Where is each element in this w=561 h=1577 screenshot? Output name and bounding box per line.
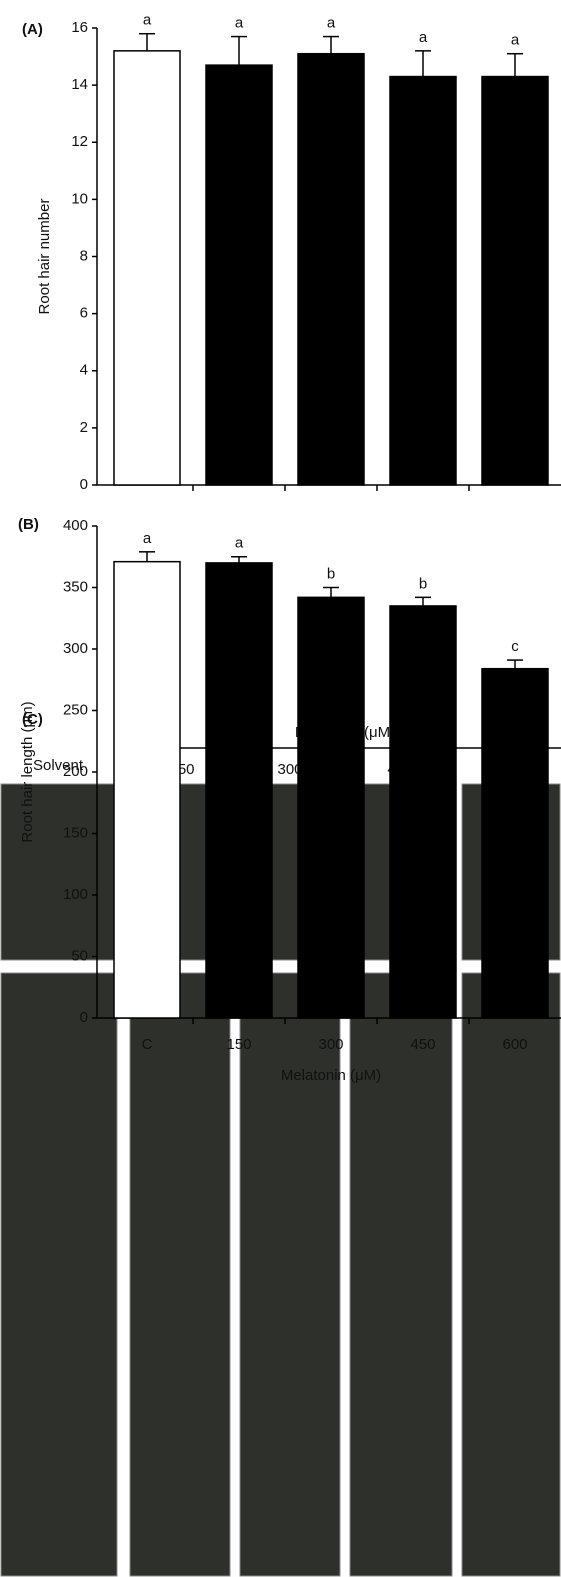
y-tick-label: 14 bbox=[71, 76, 88, 93]
figure: (A) (B) (C) Melatonin (μM) Solvent 150 3… bbox=[0, 0, 561, 1577]
photo bbox=[240, 973, 340, 1576]
y-axis-label: Root hair number bbox=[36, 199, 53, 315]
y-tick-label: 400 bbox=[63, 517, 88, 534]
y-tick-label: 300 bbox=[63, 640, 88, 657]
significance-letter: a bbox=[327, 15, 336, 32]
y-tick-label: 250 bbox=[63, 701, 88, 718]
y-tick-label: 2 bbox=[80, 419, 88, 436]
x-tick-label: C bbox=[142, 1036, 153, 1053]
bar bbox=[390, 606, 456, 1018]
significance-letter: a bbox=[511, 32, 520, 49]
significance-letter: b bbox=[419, 575, 427, 592]
significance-letter: a bbox=[419, 29, 428, 46]
bar bbox=[114, 51, 180, 485]
x-tick-label: 150 bbox=[226, 1036, 251, 1053]
bar bbox=[206, 65, 272, 485]
y-tick-label: 0 bbox=[80, 1009, 88, 1026]
bar bbox=[206, 563, 272, 1018]
significance-letter: a bbox=[235, 15, 244, 32]
y-tick-label: 200 bbox=[63, 763, 88, 780]
y-tick-label: 6 bbox=[80, 305, 88, 322]
photo bbox=[130, 973, 230, 1576]
photo bbox=[1, 973, 117, 1576]
photo bbox=[350, 973, 452, 1576]
bar bbox=[114, 562, 180, 1018]
x-tick-label: 600 bbox=[502, 1036, 527, 1053]
bar bbox=[482, 77, 548, 485]
x-axis-label: Melatonin (μM) bbox=[281, 1067, 381, 1084]
y-axis-label: Root hair length (μm) bbox=[19, 701, 36, 842]
bar bbox=[298, 54, 364, 485]
bar bbox=[298, 597, 364, 1018]
bar bbox=[390, 77, 456, 485]
y-tick-label: 8 bbox=[80, 247, 88, 264]
bar bbox=[482, 669, 548, 1018]
significance-letter: a bbox=[143, 530, 152, 547]
panel-label: (B) bbox=[18, 516, 39, 533]
significance-letter: c bbox=[511, 638, 519, 655]
y-tick-label: 150 bbox=[63, 824, 88, 841]
significance-letter: b bbox=[327, 565, 335, 582]
panel-label: (A) bbox=[22, 21, 43, 38]
x-tick-label: 300 bbox=[318, 1036, 343, 1053]
significance-letter: a bbox=[235, 535, 244, 552]
y-tick-label: 10 bbox=[71, 190, 88, 207]
x-tick-label: 450 bbox=[410, 1036, 435, 1053]
y-tick-label: 350 bbox=[63, 578, 88, 595]
significance-letter: a bbox=[143, 12, 152, 29]
photo bbox=[462, 973, 560, 1576]
y-tick-label: 0 bbox=[80, 476, 88, 493]
y-tick-label: 50 bbox=[71, 947, 88, 964]
y-tick-label: 100 bbox=[63, 886, 88, 903]
y-tick-label: 4 bbox=[80, 362, 88, 379]
y-tick-label: 12 bbox=[71, 133, 88, 150]
y-tick-label: 16 bbox=[71, 19, 88, 36]
